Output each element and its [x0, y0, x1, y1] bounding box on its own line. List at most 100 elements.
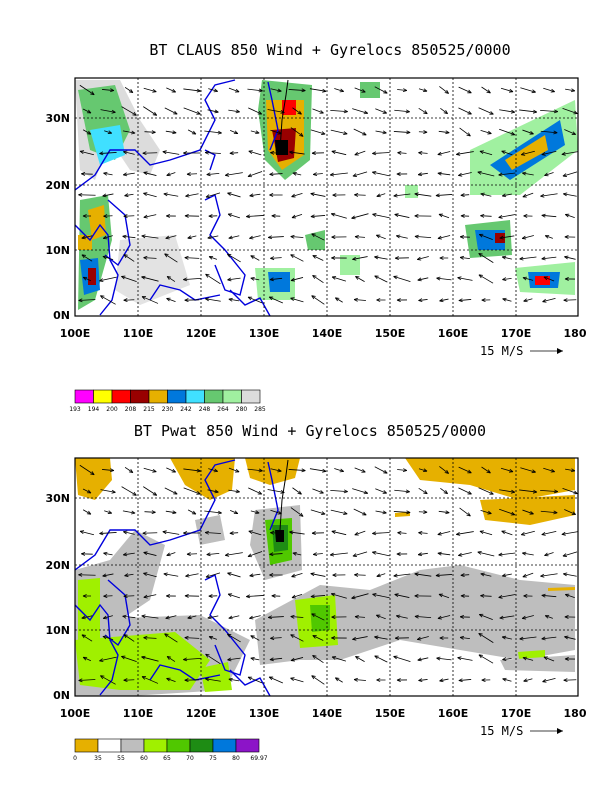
wind-vector [499, 109, 515, 113]
wind-vector-head [289, 150, 294, 155]
wind-vector-head [143, 551, 148, 556]
wind-vector-head [376, 193, 381, 198]
wind-vector-head [435, 193, 440, 198]
wind-vector [204, 130, 222, 134]
wind-vector-head [128, 89, 134, 94]
wind-vector [141, 676, 159, 684]
wind-vector-head [543, 656, 548, 661]
wind-vector-head [479, 530, 484, 535]
wind-vector [540, 130, 558, 134]
wind-vector-head [311, 233, 316, 238]
colorbar-label: 0 [73, 755, 77, 762]
wind-vector-head [478, 654, 483, 659]
wind-vector [82, 656, 92, 662]
wind-vector [396, 615, 408, 619]
wind-vector-head [561, 531, 566, 536]
wind-vector [122, 615, 136, 619]
wind-vector [270, 637, 282, 639]
wind-vector-head [523, 594, 528, 598]
wind-vector-head [290, 677, 295, 681]
wind-vector-head [520, 152, 526, 156]
wind-vector-head [233, 510, 239, 515]
wind-vector-head [480, 192, 485, 197]
wind-vector-head [498, 172, 503, 177]
wind-vector [205, 532, 221, 534]
wind-vector [541, 256, 557, 260]
wind-vector-head [184, 593, 189, 598]
wind-vector-head [277, 88, 282, 93]
wind-vector [437, 552, 451, 556]
wind-vector [250, 635, 260, 641]
wind-vector [250, 130, 260, 134]
wind-vector-head [268, 296, 274, 301]
wind-vector-head [196, 491, 201, 495]
colorbar-label: 194 [88, 406, 100, 413]
wind-vector-head [257, 490, 263, 495]
wind-vector-head [184, 213, 189, 218]
wind-vector-head [436, 276, 441, 281]
wind-vector-head [183, 531, 188, 535]
wind-vector-head [184, 678, 189, 683]
wind-vector-head [393, 275, 398, 280]
wind-vector-head [233, 130, 239, 135]
wind-vector [477, 551, 495, 557]
wind-vector [292, 107, 302, 115]
wind-vector [522, 192, 534, 198]
wind-vector [523, 678, 533, 682]
wind-vector-head [510, 511, 516, 516]
wind-vector [247, 88, 263, 92]
wind-vector [184, 257, 200, 259]
wind-vector [563, 573, 577, 577]
wind-vector-head [416, 256, 422, 261]
wind-vector [498, 172, 516, 176]
colorbar-swatch [166, 738, 191, 753]
colorbar-swatch [120, 738, 145, 753]
lon-label: 100E [60, 707, 90, 720]
wind-vector [290, 236, 304, 238]
wind-vector-head [290, 614, 295, 619]
wind-vector-head [162, 530, 167, 535]
wind-vector [562, 171, 578, 177]
wind-vector-head [257, 110, 263, 115]
wind-vector [100, 675, 116, 685]
wind-vector [477, 171, 495, 177]
wind-vector-head [141, 614, 146, 619]
wind-vector [502, 636, 512, 640]
wind-vector [248, 150, 262, 156]
wind-vector [393, 656, 411, 662]
wind-vector-head [81, 615, 86, 620]
wind-vector-head [459, 255, 465, 260]
wind-vector [124, 467, 134, 473]
wind-vector [562, 107, 578, 115]
wind-vector [121, 655, 137, 663]
wind-vector-head [81, 254, 86, 259]
wind-vector [418, 172, 428, 176]
wind-vector [250, 277, 260, 281]
wind-vector-head [184, 255, 189, 260]
wind-vector [499, 508, 515, 516]
wind-vector-head [418, 530, 423, 535]
wind-vector [269, 277, 283, 281]
wind-vector-head [499, 615, 504, 620]
wind-vector-head [498, 594, 503, 599]
wind-vector-head [82, 276, 88, 281]
wind-vector-head [480, 213, 485, 218]
wind-vector [498, 594, 516, 598]
wind-vector [541, 594, 557, 598]
wind-vector-head [414, 234, 419, 239]
wind-vector-head [339, 468, 344, 473]
wind-vector [499, 489, 515, 493]
wind-vector [268, 676, 284, 684]
wind-vector [354, 530, 366, 536]
wind-vector-head [110, 468, 115, 473]
wind-vector-head [207, 235, 212, 240]
wind-vector [414, 193, 432, 197]
wind-vector [166, 552, 176, 556]
wind-vector-head [163, 572, 168, 577]
wind-vector [187, 235, 197, 239]
wind-vector-head [191, 510, 197, 515]
wind-vector [166, 172, 176, 176]
wind-vector [372, 213, 390, 219]
wind-vector-head [290, 254, 295, 259]
wind-vector [79, 150, 95, 156]
